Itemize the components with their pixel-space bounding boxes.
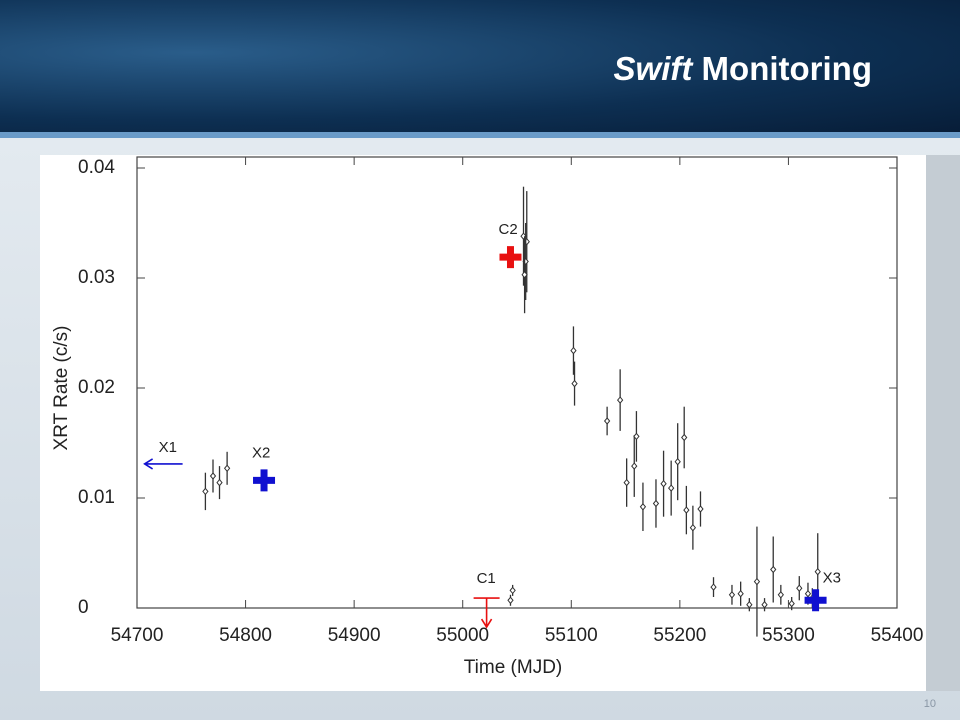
data-point [683,506,690,514]
data-point [761,600,768,609]
x-tick-label: 55100 [545,625,598,646]
data-point [509,586,516,595]
data-point [788,599,795,608]
data-point [674,457,681,466]
y-tick-label: 0.01 [78,487,115,508]
data-point [631,462,638,470]
x-tick-label: 55000 [436,625,489,646]
marker-arrow [143,458,183,470]
data-point [804,589,812,598]
x-tick-label: 54800 [219,625,272,646]
data-point [753,577,761,586]
data-point [728,591,736,599]
y-tick-label: 0.04 [78,157,115,178]
data-point [710,583,717,591]
marker-arrow [473,597,500,629]
data-point [633,432,640,441]
marker-cross [499,246,522,269]
y-tick-label: 0 [78,597,89,618]
data-point [689,523,697,532]
x-tick-label: 55200 [653,625,706,646]
data-point [571,379,578,388]
marker-label: C2 [498,221,517,238]
data-point [770,565,777,574]
y-axis-label: XRT Rate (c/s) [51,326,72,451]
data-point [202,487,209,496]
data-point [814,567,821,576]
data-point [652,499,660,508]
side-strip [926,155,960,691]
x-tick-label: 55300 [762,625,815,646]
marker-label: X2 [252,444,270,461]
data-point [507,596,514,605]
data-point [660,479,667,488]
data-point [570,346,577,355]
marker-label: C1 [477,570,496,587]
data-point [521,270,528,279]
banner [0,0,960,138]
title-italic: Swift [613,50,693,87]
data-point [796,584,803,592]
marker-label: X1 [159,439,177,456]
data-point [681,433,688,442]
x-axis-label: Time (MJD) [464,657,563,678]
data-point [223,464,231,473]
plot-frame [136,156,898,609]
x-tick-label: 55400 [871,625,924,646]
data-point [746,600,753,609]
data-point [777,591,784,599]
data-point [216,478,223,487]
page-number: 10 [923,698,936,710]
marker-cross [253,469,276,492]
marker-cross [804,589,827,612]
x-tick-label: 54700 [111,625,164,646]
data-point [616,396,624,404]
marker-label: X3 [823,569,841,586]
title-text: Monitoring [701,50,872,87]
y-tick-label: 0.03 [78,267,115,288]
data-point [603,417,611,425]
y-tick-label: 0.02 [78,377,115,398]
data-point [668,484,675,492]
data-point [639,503,647,511]
chart-panel [40,155,926,691]
data-point [209,472,217,480]
slide-title: Swift Monitoring [614,50,872,88]
data-point [697,505,704,513]
data-point [623,478,630,487]
x-tick-label: 54900 [328,625,381,646]
data-point [737,589,744,598]
